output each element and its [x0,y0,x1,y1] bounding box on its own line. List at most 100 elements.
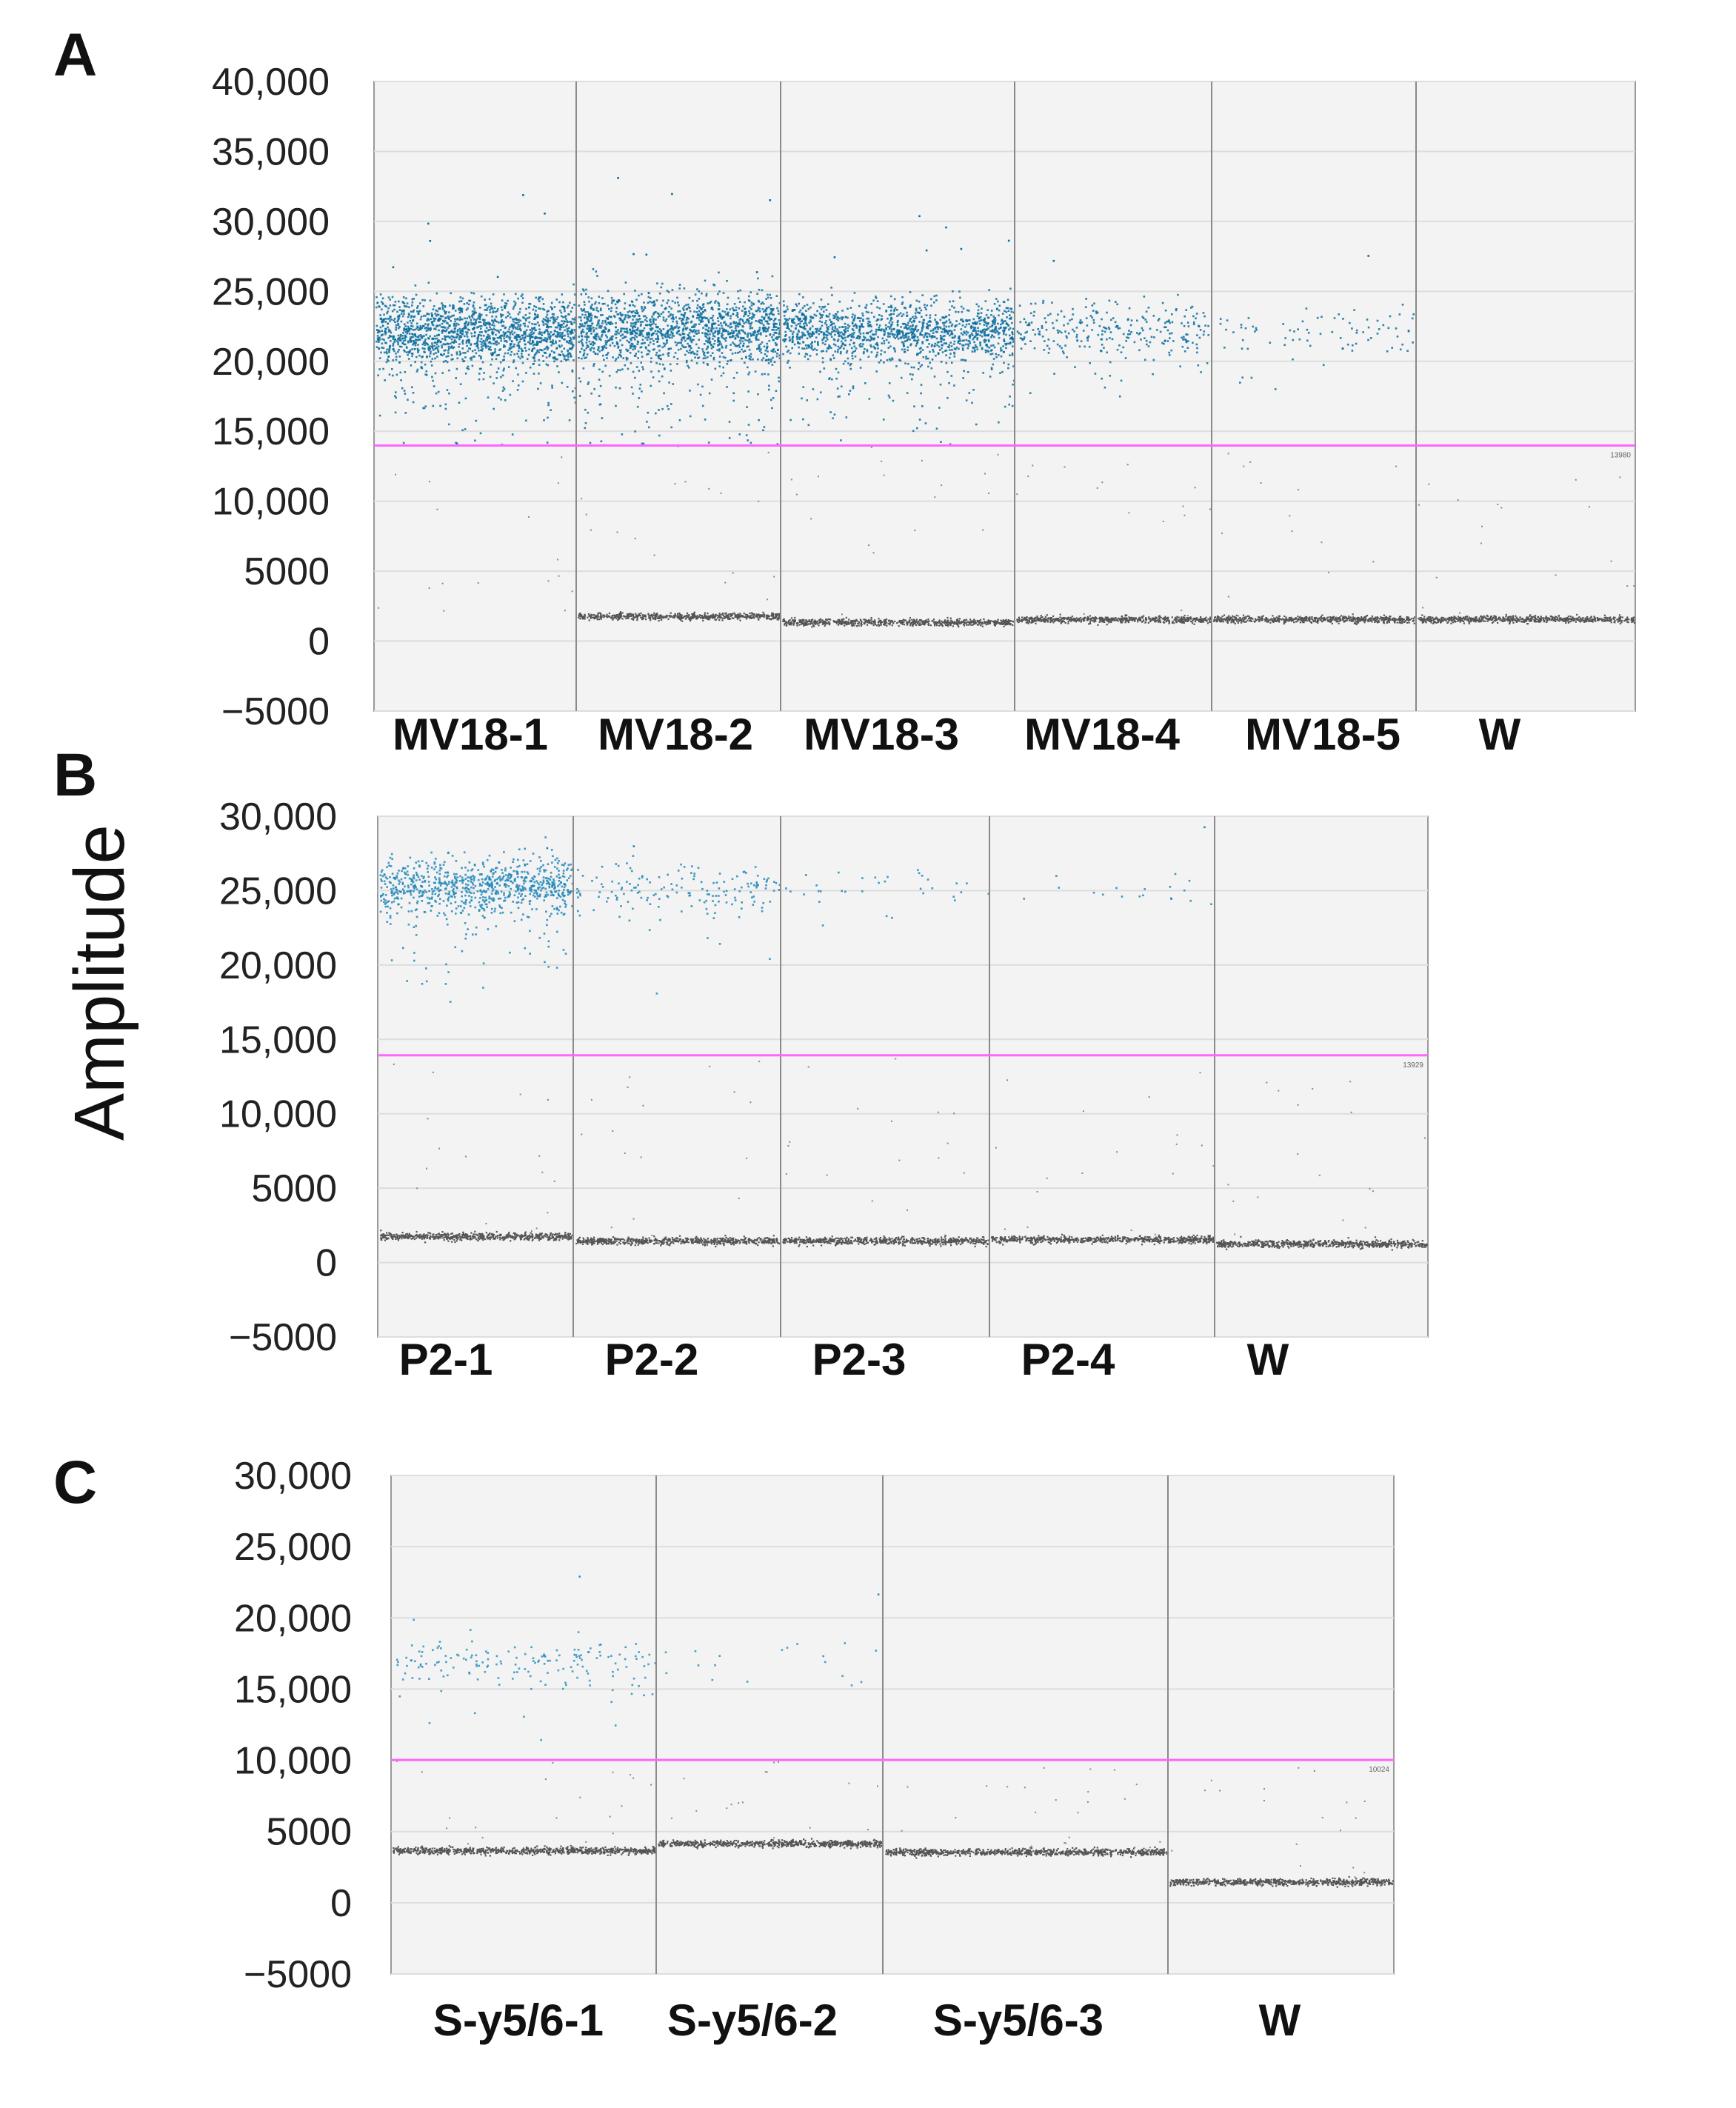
positive-droplet [407,316,410,318]
positive-droplet [573,329,575,331]
positive-droplet [510,331,513,334]
positive-droplet [381,308,383,311]
positive-droplet [434,337,436,340]
positive-droplet [459,318,462,321]
positive-droplet [562,326,565,328]
positive-droplet [494,319,496,322]
positive-droplet [478,325,481,327]
positive-droplet [473,292,475,295]
positive-droplet [565,354,567,357]
positive-droplet [508,338,511,341]
positive-droplet [434,357,436,360]
positive-droplet [533,332,535,334]
positive-droplet [513,361,515,364]
positive-droplet [480,346,483,348]
positive-droplet [562,301,564,304]
positive-droplet [382,367,384,370]
positive-droplet [552,316,554,318]
positive-droplet [471,335,473,338]
positive-droplet [458,308,460,310]
positive-droplet [524,337,527,339]
negative-droplet [696,617,698,619]
positive-droplet [569,337,572,339]
positive-droplet [406,330,408,333]
positive-droplet [567,353,570,355]
positive-droplet [414,341,416,344]
positive-droplet [453,314,455,317]
positive-droplet [383,313,385,316]
positive-droplet [390,340,392,342]
positive-droplet [395,356,398,358]
positive-droplet [470,356,473,359]
positive-droplet [417,329,420,331]
positive-droplet [450,346,453,349]
positive-droplet [554,326,557,329]
positive-droplet [538,351,541,353]
positive-droplet [424,340,426,342]
positive-droplet [530,331,533,334]
positive-droplet [381,333,384,336]
positive-droplet [418,334,421,337]
positive-droplet [570,338,572,341]
positive-droplet [447,350,450,352]
positive-droplet [402,310,405,313]
positive-droplet [485,327,488,329]
positive-droplet [411,325,414,327]
positive-droplet [450,354,453,356]
positive-droplet [484,298,486,301]
positive-droplet [467,350,469,353]
positive-droplet [521,297,524,299]
positive-droplet [411,304,413,307]
positive-droplet [537,387,539,390]
positive-droplet [521,380,524,383]
positive-droplet [378,341,380,343]
positive-droplet [393,304,396,307]
positive-droplet [503,344,505,347]
positive-droplet [401,342,404,344]
positive-droplet [529,329,532,331]
positive-droplet [427,344,429,346]
positive-droplet [492,293,495,296]
positive-droplet [564,334,566,337]
positive-droplet [430,318,432,320]
positive-droplet [403,323,406,325]
positive-droplet [427,337,430,340]
positive-droplet [398,306,401,308]
positive-droplet [567,358,570,361]
positive-droplet [464,397,467,400]
positive-droplet [508,328,510,330]
positive-droplet [432,379,434,382]
positive-droplet [543,332,546,334]
positive-droplet [504,326,507,329]
positive-droplet [448,347,450,350]
positive-droplet [404,334,407,337]
positive-droplet [425,374,428,376]
positive-droplet [441,330,444,333]
positive-droplet [452,305,454,308]
positive-droplet [545,363,548,366]
positive-droplet [443,350,446,352]
positive-droplet [522,322,525,325]
positive-droplet [571,318,574,320]
positive-droplet [502,324,505,327]
positive-droplet [378,338,381,341]
positive-droplet [398,326,401,328]
positive-droplet [542,318,545,320]
positive-droplet [535,306,538,308]
positive-droplet [494,350,496,353]
positive-droplet [547,404,550,407]
positive-droplet [401,335,404,337]
positive-droplet [544,352,547,354]
positive-droplet [553,351,555,353]
positive-droplet [430,321,433,324]
positive-droplet [434,341,437,344]
positive-droplet [412,310,415,313]
positive-droplet [501,318,503,321]
positive-droplet [375,324,378,327]
positive-droplet [418,310,420,313]
positive-droplet [440,341,442,343]
positive-droplet [435,309,437,312]
positive-droplet [398,300,400,303]
positive-droplet [502,369,505,372]
positive-droplet [404,339,407,341]
